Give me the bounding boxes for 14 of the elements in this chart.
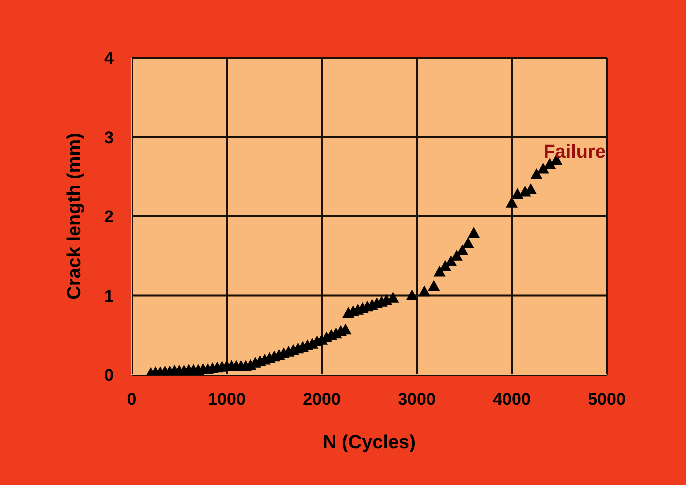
y-tick-label: 2 bbox=[104, 208, 114, 227]
y-axis-title: Crack length (mm) bbox=[64, 133, 86, 300]
x-tick-label: 4000 bbox=[493, 390, 531, 410]
x-tick-label: 5000 bbox=[588, 390, 626, 410]
x-tick-label: 2000 bbox=[303, 390, 341, 410]
x-tick-label: 3000 bbox=[398, 390, 436, 410]
y-tick-label: 1 bbox=[104, 286, 114, 306]
x-axis-title: N (Cycles) bbox=[323, 432, 416, 454]
y-tick-label: 4 bbox=[104, 49, 115, 68]
y-tick-label: 0 bbox=[104, 366, 114, 386]
annotation: Failure bbox=[544, 142, 606, 164]
x-tick-label: 1000 bbox=[208, 390, 246, 410]
x-tick-label: 0 bbox=[127, 390, 137, 410]
y-tick-label: 3 bbox=[104, 128, 114, 148]
